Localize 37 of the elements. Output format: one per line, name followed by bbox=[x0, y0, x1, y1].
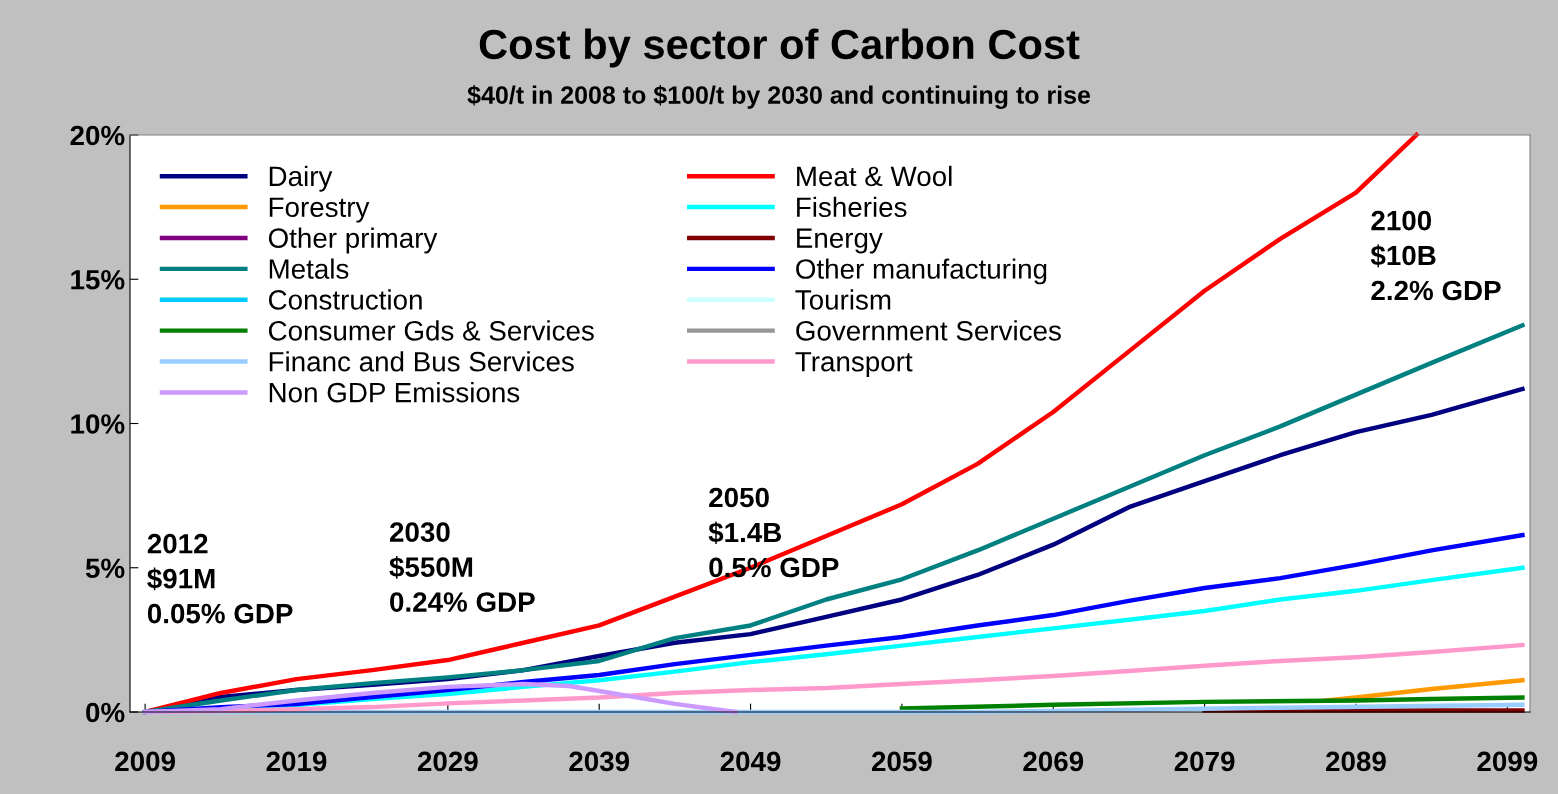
line-series bbox=[899, 695, 1525, 711]
y-tick-label: 20% bbox=[70, 125, 125, 146]
legend-label: Forestry bbox=[269, 197, 370, 223]
y-tick-label: 10% bbox=[71, 414, 125, 434]
line-series bbox=[142, 681, 738, 715]
legend-label: Energy bbox=[797, 228, 883, 254]
y-tick-label: 15% bbox=[71, 269, 125, 290]
x-tick-label: 2019 bbox=[266, 751, 327, 772]
x-tick-label: 2059 bbox=[871, 751, 932, 772]
legend-label: Tourism bbox=[795, 289, 891, 310]
x-tick-label: 2009 bbox=[115, 751, 176, 772]
x-tick-label: 2099 bbox=[1477, 751, 1538, 772]
x-tick-label: 2029 bbox=[417, 751, 478, 772]
annotation: 2012 $91M 0.05% GDP bbox=[147, 533, 293, 624]
legend-label: Government Services bbox=[796, 320, 1061, 341]
x-tick-label: 2089 bbox=[1326, 751, 1386, 772]
annotation: 2100 $10B 2.2% GDP bbox=[1370, 210, 1501, 301]
legend-label: Non GDP Emissions bbox=[269, 382, 520, 403]
legend-label: Metals bbox=[269, 258, 349, 279]
legend-label: Fisheries bbox=[797, 196, 907, 218]
y-tick-label: 0% bbox=[86, 702, 125, 723]
legend-label: Meat & Wool bbox=[797, 165, 952, 187]
legend-label: Consumer Gds & Services bbox=[268, 320, 594, 341]
x-tick-label: 2039 bbox=[569, 751, 630, 772]
legend-label: Dairy bbox=[269, 165, 333, 192]
x-tick-label: 2069 bbox=[1023, 751, 1084, 772]
y-tick-label: 5% bbox=[85, 558, 125, 579]
chart-title: Cost by sector of Carbon Cost bbox=[479, 28, 1080, 68]
annotation: 2030 $550M 0.24% GDP bbox=[389, 522, 535, 612]
legend-label: Construction bbox=[268, 289, 422, 310]
x-tick-label: 2049 bbox=[720, 751, 781, 772]
legend-label: Other manufacturing bbox=[796, 258, 1047, 285]
legend-label: Transport bbox=[795, 352, 913, 378]
legend-label: Financ and Bus Services bbox=[269, 351, 574, 372]
legend-label: Other primary bbox=[268, 227, 438, 254]
x-tick-label: 2079 bbox=[1174, 751, 1235, 772]
chart-subtitle: $40/t in 2008 to $100/t by 2030 and continuing to rise bbox=[467, 85, 1091, 109]
